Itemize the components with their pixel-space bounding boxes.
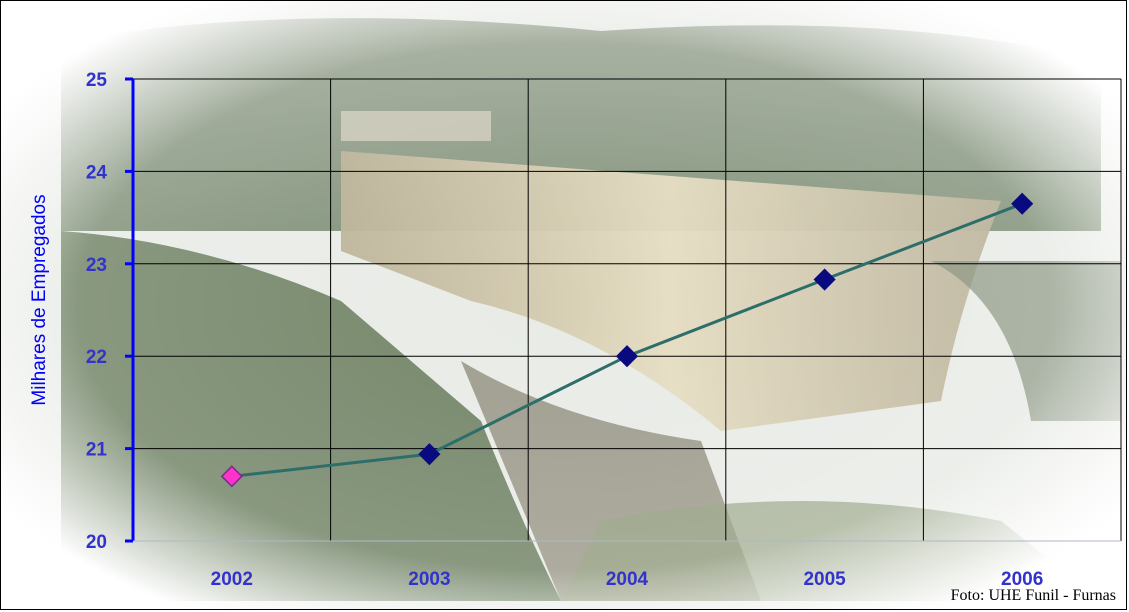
y-axis-label: Milhares de Empregados (29, 194, 50, 405)
axes (125, 77, 1121, 543)
photo-credit: Foto: UHE Funil - Furnas (950, 587, 1116, 604)
tick-labels: 20 21 22 23 24 25 2002 2003 2004 2005 2006 (86, 70, 1043, 590)
data-point (615, 345, 639, 368)
y-tick-label: 23 (86, 255, 107, 276)
y-tick-label: 20 (86, 532, 107, 553)
y-tick-label: 25 (86, 70, 108, 91)
series (220, 192, 1034, 488)
x-tick-label: 2006 (1001, 569, 1043, 590)
y-tick-label: 21 (86, 440, 108, 461)
data-point (813, 268, 836, 291)
series-line (231, 202, 1023, 478)
x-tick-label: 2004 (606, 569, 649, 590)
y-tick-label: 24 (86, 162, 108, 183)
x-tick-label: 2003 (408, 569, 450, 590)
data-point (418, 443, 441, 466)
x-tick-label: 2005 (803, 569, 846, 590)
data-point (1011, 192, 1034, 215)
x-tick-label: 2002 (211, 569, 253, 590)
y-tick-label: 22 (86, 347, 107, 368)
data-point (220, 465, 243, 488)
